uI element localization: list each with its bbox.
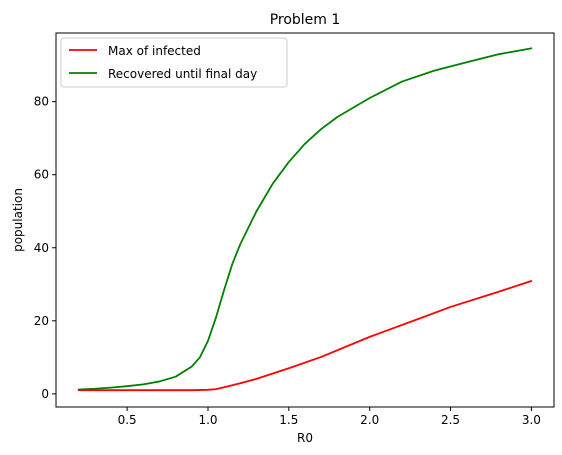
x-axis-label: R0: [297, 431, 313, 445]
plot-frame: [55, 32, 555, 408]
y-tick-label: 80: [34, 95, 49, 109]
series-line-0: [77, 280, 533, 392]
legend-label-max-infected: Max of infected: [108, 44, 201, 58]
x-tick-label: 0.5: [118, 413, 137, 427]
legend-box: [60, 37, 288, 88]
y-tick-label: 60: [34, 168, 49, 182]
x-tick-label: 2.5: [441, 413, 460, 427]
y-tick-label: 0: [41, 387, 49, 401]
legend-label-recovered: Recovered until final day: [108, 67, 257, 81]
y-axis-label: population: [11, 188, 25, 252]
legend: Max of infected Recovered until final da…: [60, 37, 288, 88]
x-tick-label: 1.0: [198, 413, 217, 427]
y-tick-label: 20: [34, 314, 49, 328]
series-line-1: [77, 47, 533, 391]
chart-title: Problem 1: [270, 12, 341, 28]
x-tick-label: 3.0: [522, 413, 541, 427]
x-tick-label: 1.5: [279, 413, 298, 427]
x-tick-label: 2.0: [360, 413, 379, 427]
y-tick-label: 40: [34, 241, 49, 255]
